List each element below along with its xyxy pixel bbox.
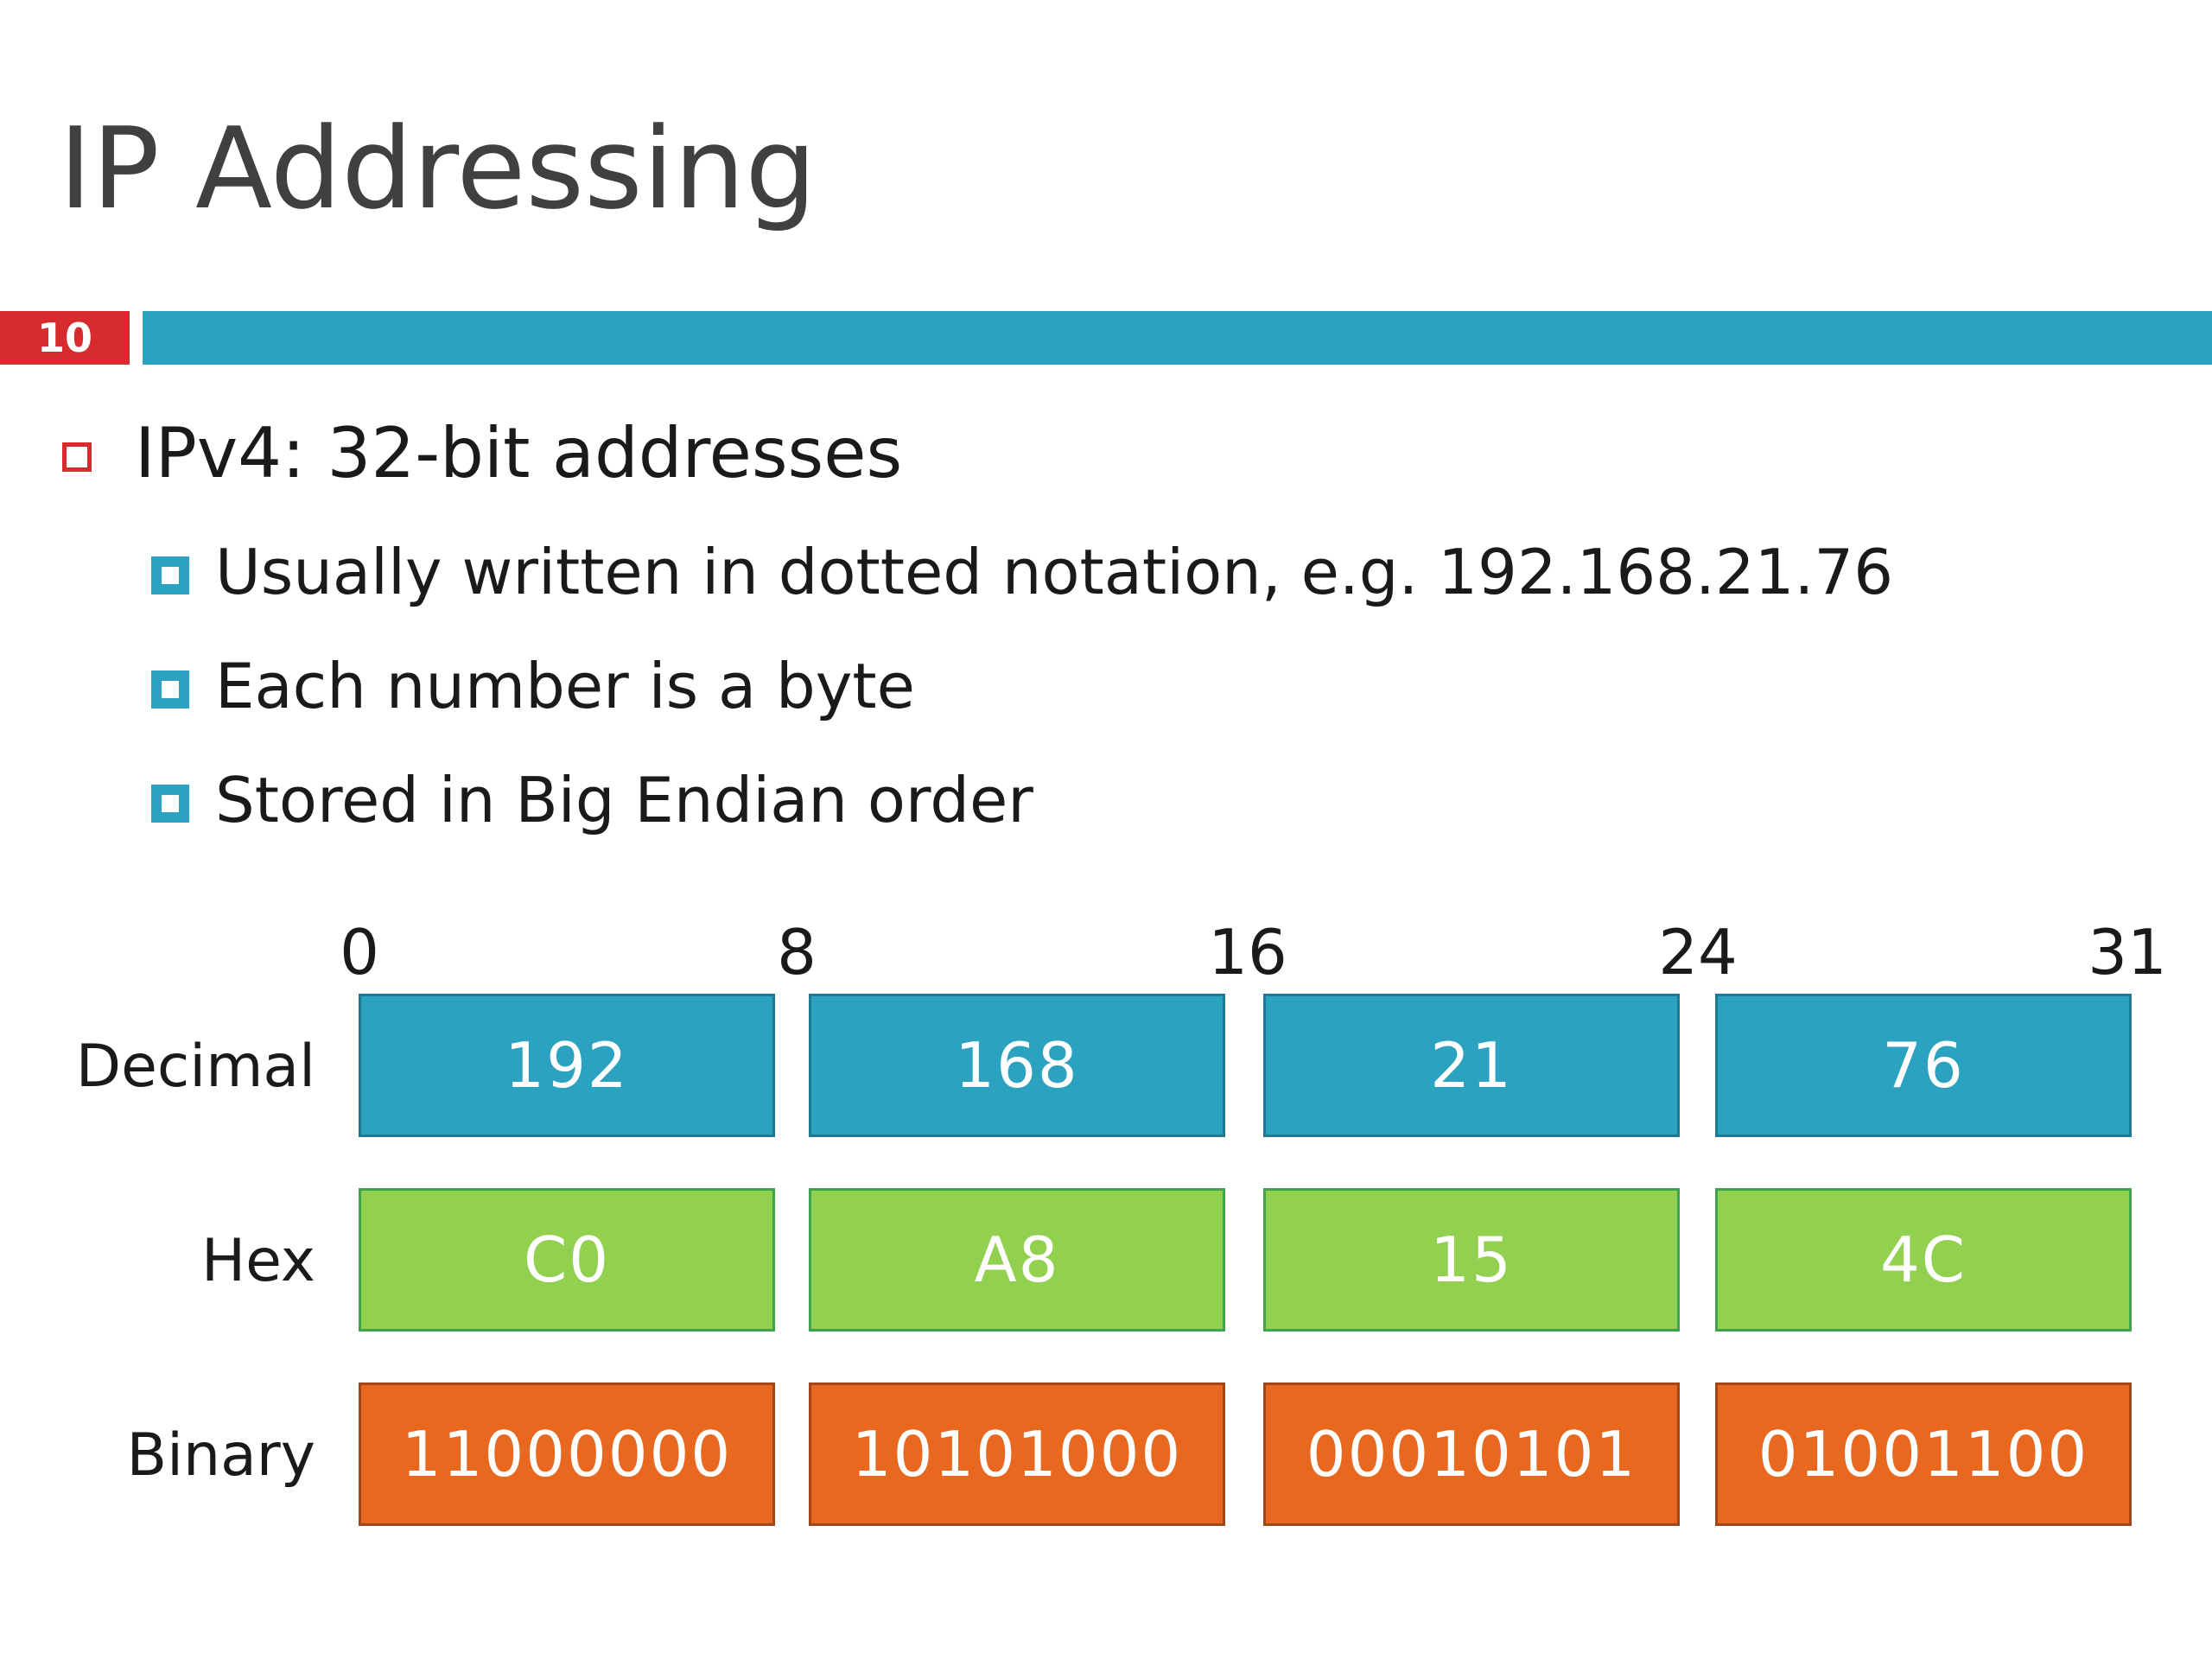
row-label-binary: Binary — [126, 1421, 315, 1490]
hex-byte-cell: 4C — [1715, 1188, 2132, 1332]
decimal-byte-cell: 192 — [359, 994, 775, 1137]
ip-address-byte-diagram: 0 8 16 24 31 Decimal 192 168 21 76 Hex C… — [0, 899, 2212, 1590]
bullet-level2-text: Stored in Big Endian order — [215, 764, 1033, 836]
square-bullet-icon — [151, 785, 189, 823]
bullet-level2-text: Usually written in dotted notation, e.g.… — [215, 536, 1893, 608]
binary-byte-cell: 01001100 — [1715, 1382, 2132, 1526]
bullet-level2-3: Stored in Big Endian order — [151, 764, 1033, 836]
bullet-level2-1: Usually written in dotted notation, e.g.… — [151, 536, 1893, 608]
bit-tick: 0 — [340, 916, 379, 988]
hex-byte-cell: 15 — [1263, 1188, 1680, 1332]
slide-number-badge: 10 — [0, 311, 130, 365]
decimal-byte-cell: 168 — [809, 994, 1225, 1137]
hex-byte-cell: A8 — [809, 1188, 1225, 1332]
bit-tick: 24 — [1658, 916, 1738, 988]
bit-tick: 16 — [1208, 916, 1287, 988]
row-label-decimal: Decimal — [75, 1033, 315, 1101]
bullet-level1: IPv4: 32-bit addresses — [62, 413, 902, 493]
decimal-byte-cell: 21 — [1263, 994, 1680, 1137]
hollow-square-bullet-icon — [62, 442, 92, 472]
bullet-level2-2: Each number is a byte — [151, 650, 915, 722]
row-label-hex: Hex — [200, 1227, 315, 1295]
title-divider-bar — [143, 311, 2212, 365]
square-bullet-icon — [151, 556, 189, 594]
square-bullet-icon — [151, 671, 189, 709]
decimal-byte-cell: 76 — [1715, 994, 2132, 1137]
slide-title: IP Addressing — [59, 103, 817, 234]
bit-tick: 31 — [2088, 916, 2167, 988]
bullet-level1-text: IPv4: 32-bit addresses — [135, 413, 903, 493]
bit-tick: 8 — [777, 916, 817, 988]
binary-byte-cell: 00010101 — [1263, 1382, 1680, 1526]
hex-byte-cell: C0 — [359, 1188, 775, 1332]
bullet-level2-text: Each number is a byte — [215, 650, 915, 722]
binary-byte-cell: 11000000 — [359, 1382, 775, 1526]
binary-byte-cell: 10101000 — [809, 1382, 1225, 1526]
